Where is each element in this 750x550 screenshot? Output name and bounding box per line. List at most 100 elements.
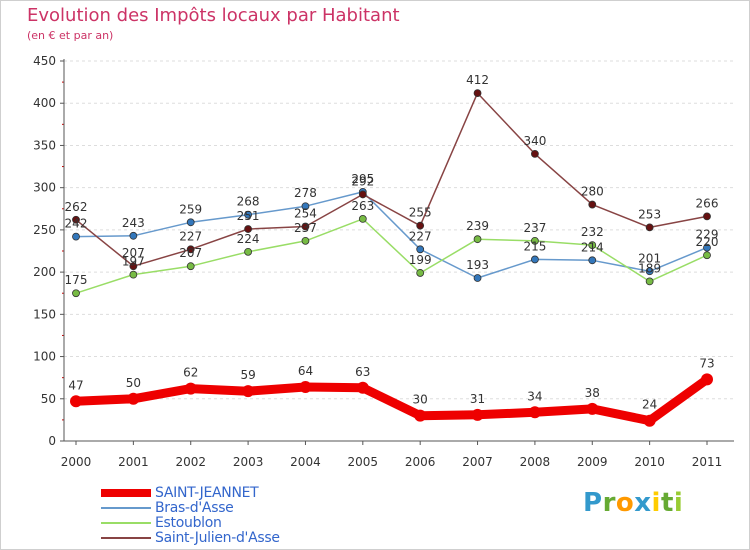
data-point xyxy=(701,373,713,386)
x-tick-label: 2011 xyxy=(692,455,723,469)
x-tick-label: 2003 xyxy=(233,455,264,469)
data-label: 340 xyxy=(523,134,546,148)
y-tick-label: 350 xyxy=(33,138,56,152)
data-point xyxy=(186,218,195,227)
data-point xyxy=(588,241,597,249)
legend-item-bras-d-asse: Bras-d'Asse xyxy=(101,500,234,516)
chart-subtitle: (en € et par an) xyxy=(27,29,114,42)
data-point xyxy=(358,215,367,223)
logo-letter: r xyxy=(602,488,616,518)
data-label: 215 xyxy=(523,239,546,253)
data-label: 47 xyxy=(68,378,83,392)
data-label: 64 xyxy=(298,364,313,378)
legend-label-saint-julien-d-asse: Saint-Julien-d'Asse xyxy=(155,530,280,546)
y-tick-label: 300 xyxy=(33,181,56,195)
data-point xyxy=(358,190,367,199)
data-label: 24 xyxy=(642,398,657,412)
data-point xyxy=(356,381,369,394)
legend-swatch-bras-d-asse xyxy=(101,507,151,509)
x-tick-label: 2010 xyxy=(634,455,665,469)
data-point xyxy=(72,215,80,224)
y-tick-label: 450 xyxy=(33,54,56,68)
data-label: 242 xyxy=(65,217,88,231)
legend-item-estoublon: Estoublon xyxy=(101,515,222,531)
legend-label-bras-d-asse: Bras-d'Asse xyxy=(155,500,234,516)
data-label: 268 xyxy=(237,195,260,209)
x-tick-label: 2009 xyxy=(577,455,608,469)
data-point xyxy=(588,256,597,265)
data-label: 31 xyxy=(470,392,485,406)
data-point xyxy=(703,251,711,260)
chart-title: Evolution des Impôts locaux par Habitant xyxy=(27,5,400,26)
y-tick-label: 150 xyxy=(33,307,56,321)
data-label: 237 xyxy=(294,221,317,235)
data-label: 262 xyxy=(65,200,88,214)
data-label: 50 xyxy=(126,376,141,390)
data-label: 237 xyxy=(523,221,546,235)
data-point xyxy=(184,382,197,395)
series-line xyxy=(75,92,708,267)
data-point xyxy=(471,408,484,421)
data-label: 263 xyxy=(351,199,374,213)
legend-swatch-estoublon xyxy=(101,522,151,524)
y-tick-label: 100 xyxy=(33,350,56,364)
data-point xyxy=(528,406,541,419)
data-label: 280 xyxy=(581,185,604,199)
data-label: 412 xyxy=(466,73,489,87)
data-point xyxy=(531,236,539,245)
x-tick-label: 2005 xyxy=(348,455,379,469)
data-label: 73 xyxy=(699,356,714,370)
data-label: 251 xyxy=(237,209,260,223)
data-point xyxy=(244,247,252,256)
logo-letter: t xyxy=(660,488,674,518)
data-label: 227 xyxy=(409,229,432,243)
logo-letter: x xyxy=(634,488,652,518)
data-label: 175 xyxy=(65,273,88,287)
x-tick-label: 2007 xyxy=(462,455,493,469)
data-point xyxy=(301,236,310,245)
data-label: 189 xyxy=(638,261,661,275)
data-point xyxy=(129,262,138,271)
proxiti-logo: Proxiti xyxy=(583,488,683,518)
legend-label-saint-jeannet: SAINT-JEANNET xyxy=(155,485,259,501)
data-point xyxy=(473,235,482,244)
y-tick-label: 200 xyxy=(33,265,56,279)
data-point xyxy=(299,380,312,393)
data-label: 62 xyxy=(183,366,198,380)
legend-item-saint-jeannet: SAINT-JEANNET xyxy=(101,485,259,501)
legend-label-estoublon: Estoublon xyxy=(155,515,222,531)
data-label: 253 xyxy=(638,207,661,221)
data-point xyxy=(129,270,138,279)
data-label: 193 xyxy=(466,258,489,272)
logo-letter: i xyxy=(651,488,661,518)
y-tick-label: 50 xyxy=(41,392,56,406)
data-point xyxy=(586,402,599,415)
data-label: 295 xyxy=(351,172,374,186)
x-tick-label: 2000 xyxy=(61,455,92,469)
data-label: 214 xyxy=(581,240,604,254)
data-label: 266 xyxy=(696,196,719,210)
data-point xyxy=(186,245,195,254)
data-point xyxy=(70,395,82,408)
data-label: 239 xyxy=(466,219,489,233)
series-line xyxy=(71,374,712,426)
data-label: 255 xyxy=(409,206,432,220)
data-point xyxy=(72,232,80,241)
data-label: 199 xyxy=(409,253,432,267)
data-label: 278 xyxy=(294,186,317,200)
data-point xyxy=(416,245,425,254)
data-point xyxy=(416,221,425,230)
y-tick-label: 400 xyxy=(33,96,56,110)
data-label: 34 xyxy=(527,389,542,403)
data-point xyxy=(301,202,310,211)
data-label: 243 xyxy=(122,216,145,230)
data-point xyxy=(127,392,140,405)
data-point xyxy=(643,414,656,427)
data-label: 259 xyxy=(179,202,202,216)
data-point xyxy=(244,225,252,233)
data-label: 59 xyxy=(240,368,255,382)
data-point xyxy=(242,385,255,398)
legend-swatch-saint-jeannet xyxy=(101,489,151,497)
